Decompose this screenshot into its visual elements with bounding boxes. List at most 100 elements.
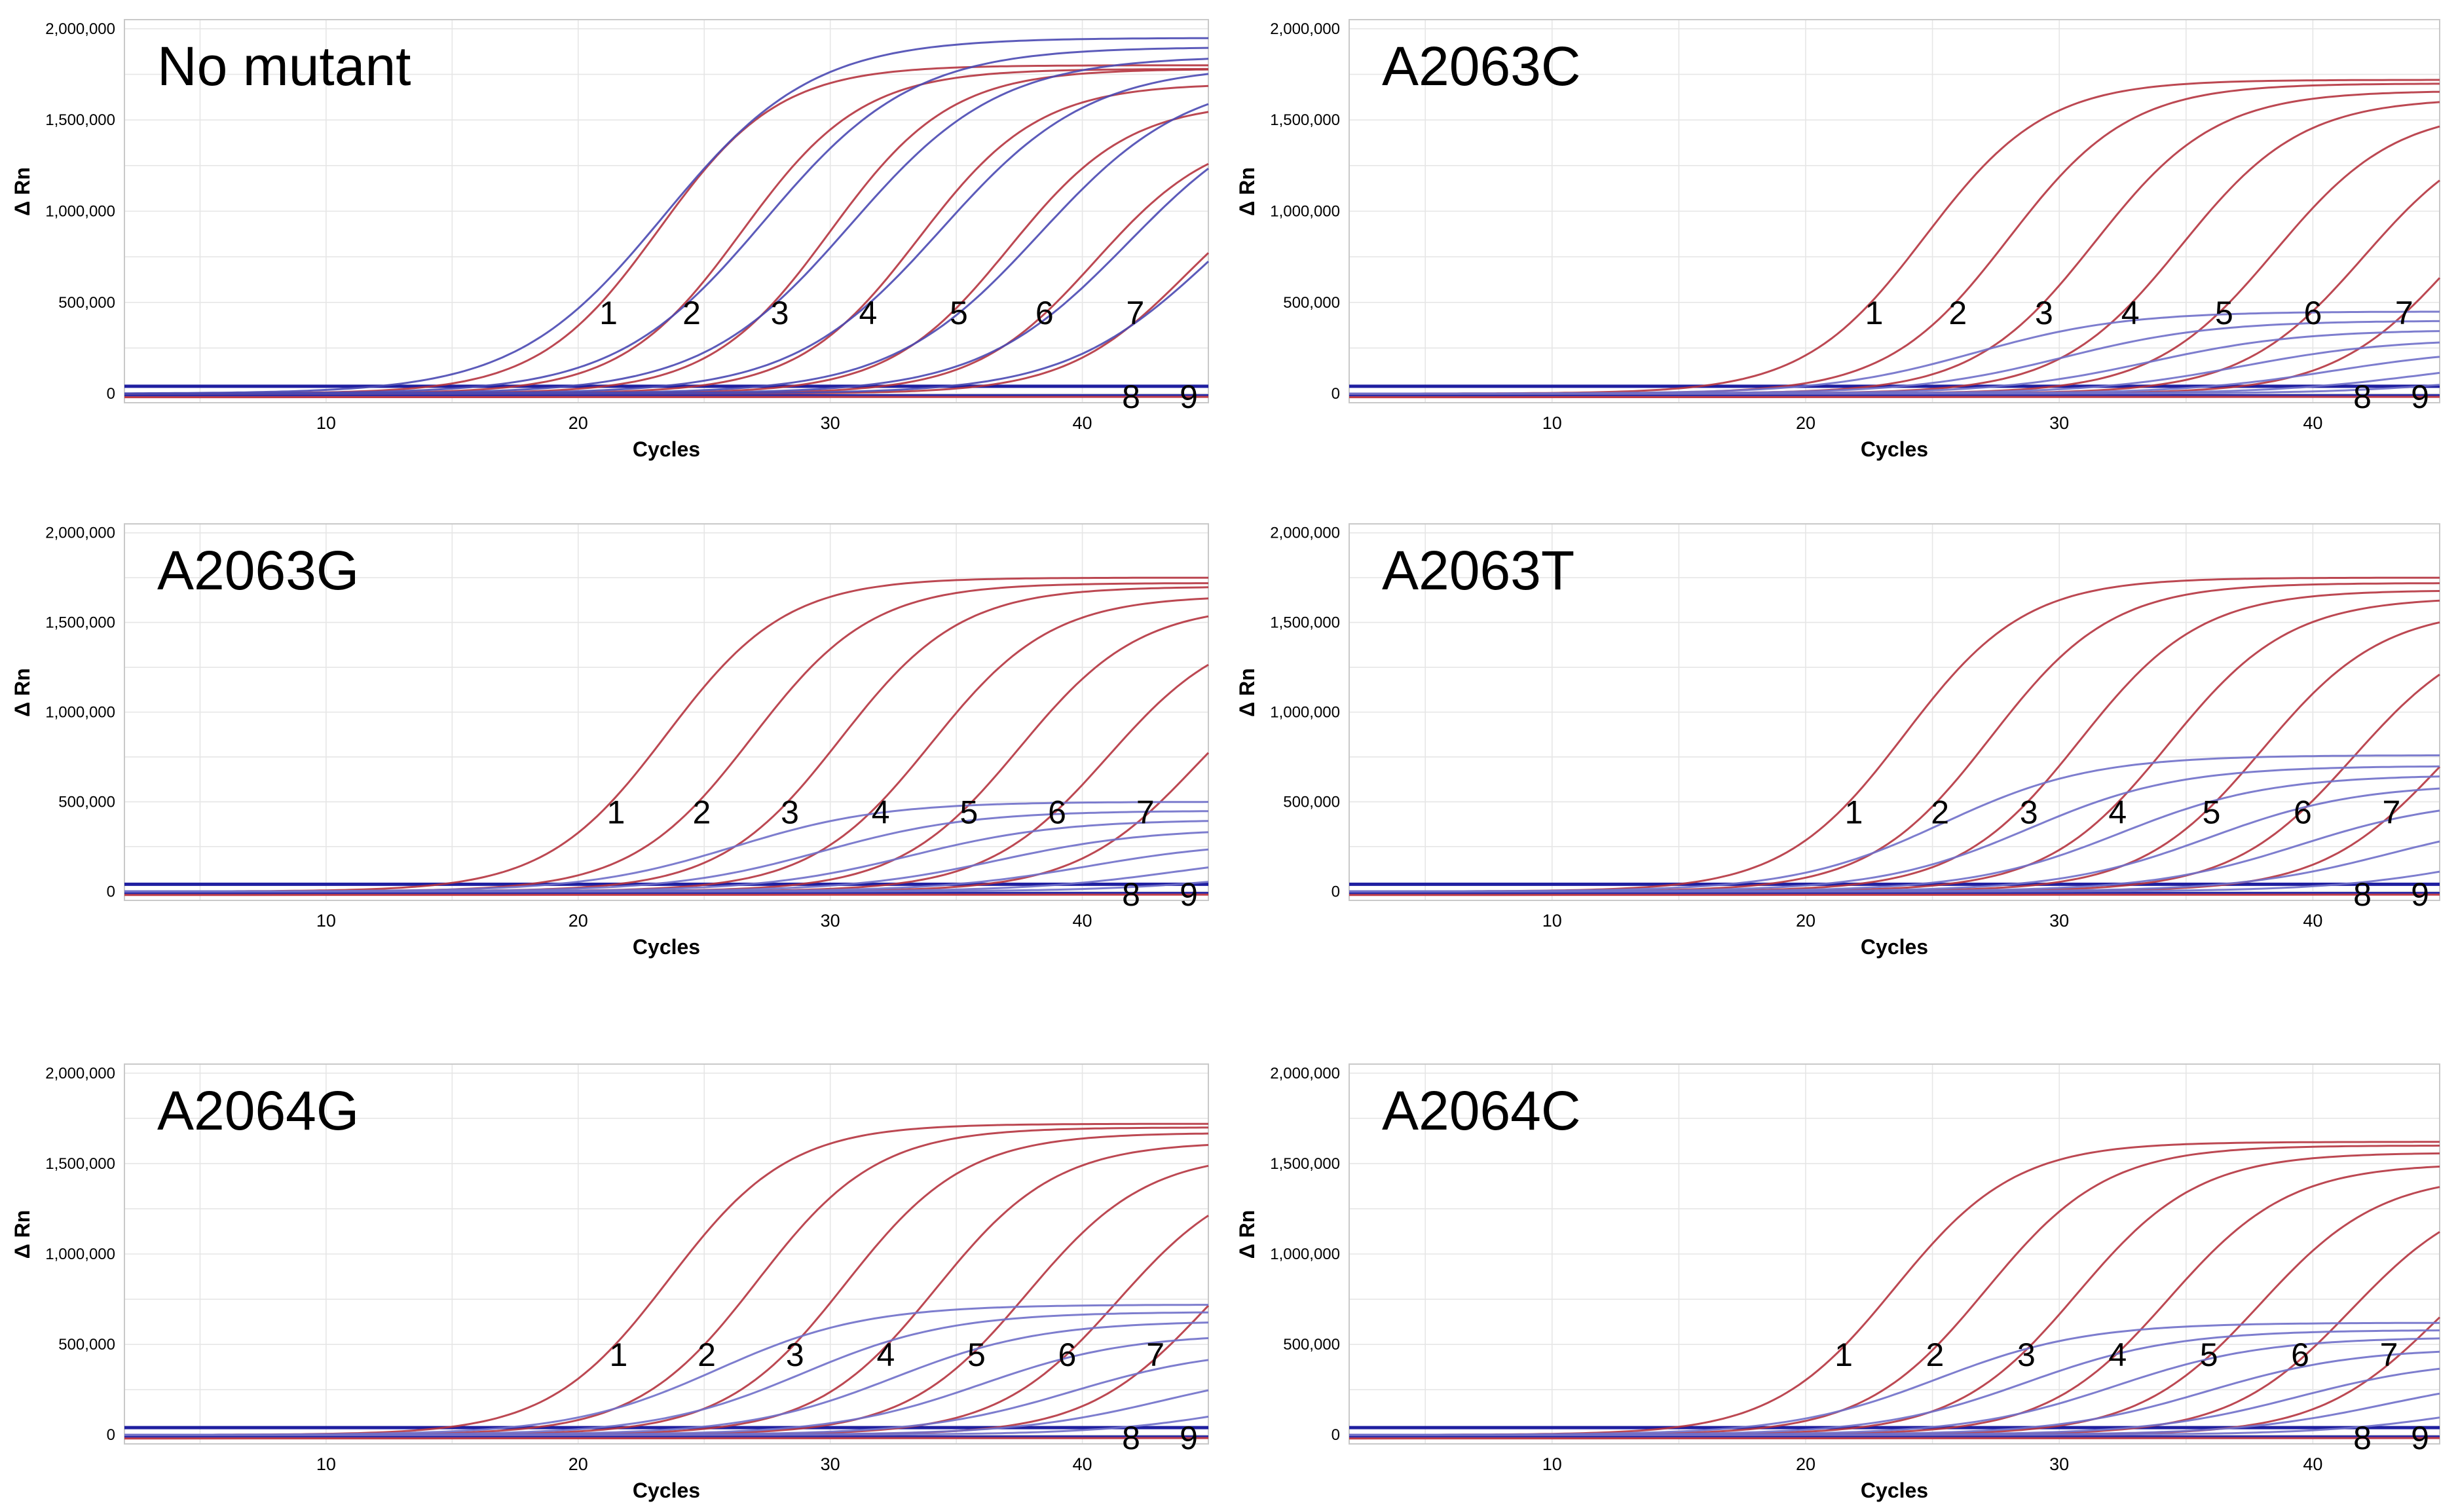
curve-label: 4 bbox=[876, 1337, 895, 1373]
curve-label: 1 bbox=[609, 1337, 627, 1373]
curve-label: 1 bbox=[599, 295, 618, 331]
curve-label: 7 bbox=[1146, 1337, 1164, 1373]
y-axis-label: Δ Rn bbox=[1235, 668, 1259, 717]
x-axis-label: Cycles bbox=[1861, 1479, 1928, 1502]
y-tick-label: 1,000,000 bbox=[1270, 704, 1340, 722]
curve-label: 8 bbox=[2353, 1420, 2372, 1456]
baseline-red bbox=[124, 893, 1209, 896]
curve-label: 6 bbox=[2303, 295, 2322, 331]
x-axis-label: Cycles bbox=[1861, 437, 1928, 461]
amplification-curve bbox=[1349, 83, 2440, 395]
amplification-curve bbox=[124, 37, 1208, 395]
amplification-curve bbox=[124, 73, 1209, 395]
panel-title: No mutant bbox=[157, 35, 411, 97]
amplification-curve bbox=[124, 582, 1208, 893]
y-tick-label: 2,000,000 bbox=[45, 525, 115, 542]
y-tick-label: 1,000,000 bbox=[1270, 1245, 1340, 1263]
amplification-curve bbox=[1349, 765, 2440, 893]
curve-label: 2 bbox=[692, 794, 711, 830]
plot-frame bbox=[1349, 523, 2440, 901]
baseline-red bbox=[124, 1437, 1209, 1440]
curve-label: 9 bbox=[2411, 876, 2429, 913]
x-tick-label: 10 bbox=[316, 911, 336, 931]
curve-label: 3 bbox=[786, 1337, 804, 1373]
curve-label: 6 bbox=[1035, 295, 1054, 331]
x-tick-label: 20 bbox=[568, 1454, 588, 1474]
curve-label: 5 bbox=[2215, 295, 2233, 331]
y-tick-label: 0 bbox=[1331, 1426, 1340, 1444]
panel-3: 2,000,000 1,500,000 1,000,000 500,000 0 10 20 3… bbox=[10, 523, 1210, 959]
amplification-curve bbox=[1349, 1145, 2440, 1436]
amplification-curve bbox=[1349, 870, 2440, 893]
amplification-curve bbox=[124, 68, 1209, 395]
x-tick-label: 30 bbox=[821, 1454, 840, 1474]
curve-label: 5 bbox=[967, 1337, 986, 1373]
curve-label: 1 bbox=[1845, 794, 1863, 830]
panel-title: A2063C bbox=[1382, 35, 1581, 97]
amplification-curve bbox=[124, 576, 1208, 893]
panel-title: A2064C bbox=[1382, 1080, 1581, 1141]
x-tick-label: 20 bbox=[1796, 413, 1816, 433]
amplification-curve bbox=[124, 752, 1210, 893]
curve-label: 3 bbox=[2017, 1337, 2036, 1373]
amplification-curve bbox=[1349, 384, 2440, 395]
curve-label: 4 bbox=[872, 794, 890, 830]
curve-label: 9 bbox=[1180, 378, 1198, 415]
curve-label: 6 bbox=[1048, 794, 1066, 830]
panel-title: A2064G bbox=[157, 1080, 359, 1141]
curve-label: 4 bbox=[859, 295, 878, 331]
x-axis-label: Cycles bbox=[1861, 935, 1928, 959]
x-tick-label: 20 bbox=[568, 911, 588, 931]
x-tick-label: 40 bbox=[2303, 413, 2322, 433]
curve-label: 1 bbox=[607, 794, 625, 830]
y-tick-label: 1,000,000 bbox=[45, 1245, 115, 1263]
curve-label: 5 bbox=[950, 295, 968, 331]
curve-label: 7 bbox=[2395, 295, 2413, 331]
amplification-curve bbox=[124, 162, 1209, 395]
y-tick-label: 1,500,000 bbox=[1270, 614, 1340, 632]
amplification-curve bbox=[124, 111, 1209, 395]
curve-label: 4 bbox=[2108, 794, 2127, 830]
curve-label: 6 bbox=[1058, 1337, 1077, 1373]
y-axis-label: Δ Rn bbox=[10, 668, 34, 717]
panel-title: A2063T bbox=[1382, 540, 1574, 601]
x-tick-label: 40 bbox=[2303, 1454, 2322, 1474]
y-tick-label: 500,000 bbox=[58, 294, 115, 312]
curve-label: 2 bbox=[1948, 295, 1967, 331]
amplification-curve bbox=[124, 1415, 1209, 1436]
curve-label: 7 bbox=[2383, 794, 2401, 830]
y-tick-label: 1,500,000 bbox=[45, 111, 115, 129]
amplification-curve bbox=[124, 1215, 1209, 1436]
amplification-curve bbox=[1349, 673, 2440, 893]
panel-6: 2,000,000 1,500,000 1,000,000 500,000 0 10 20 3… bbox=[1235, 1063, 2441, 1502]
baseline-red bbox=[1349, 893, 2440, 896]
y-tick-label: 2,000,000 bbox=[1270, 525, 1340, 542]
panel-2: 2,000,000 1,500,000 1,000,000 500,000 0 10 20 3… bbox=[1235, 19, 2441, 461]
x-tick-label: 20 bbox=[1796, 1454, 1816, 1474]
curve-label: 4 bbox=[2121, 295, 2140, 331]
y-tick-label: 0 bbox=[107, 1426, 115, 1444]
amplification-curve bbox=[1349, 809, 2440, 893]
curve-label: 8 bbox=[1122, 1420, 1140, 1456]
amplification-curve bbox=[1349, 1416, 2440, 1436]
amplification-curve bbox=[124, 168, 1209, 395]
curve-label: 1 bbox=[1834, 1337, 1853, 1373]
y-tick-label: 0 bbox=[107, 385, 115, 403]
plot-frame bbox=[1349, 19, 2440, 403]
baseline-red bbox=[1349, 1437, 2440, 1440]
x-axis-label: Cycles bbox=[633, 935, 700, 959]
amplification-curve bbox=[1349, 1152, 2440, 1436]
amplification-curve bbox=[124, 597, 1209, 893]
curve-label: 9 bbox=[2411, 1420, 2429, 1456]
y-tick-label: 2,000,000 bbox=[1270, 20, 1340, 38]
x-tick-label: 10 bbox=[1542, 911, 1562, 931]
y-tick-label: 500,000 bbox=[58, 793, 115, 811]
curve-label: 7 bbox=[1136, 794, 1155, 830]
amplification-curve bbox=[1349, 79, 2440, 395]
amplification-curve bbox=[124, 1164, 1209, 1436]
x-tick-label: 30 bbox=[821, 413, 840, 433]
x-tick-label: 30 bbox=[821, 911, 840, 931]
plot-frame bbox=[124, 523, 1209, 901]
curve-label: 6 bbox=[2294, 794, 2312, 830]
